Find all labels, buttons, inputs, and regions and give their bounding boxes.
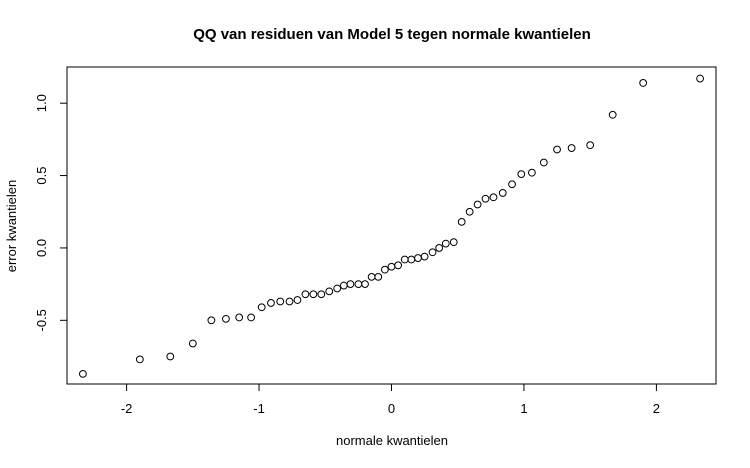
plot-frame (66, 66, 717, 385)
data-point (449, 238, 458, 247)
y-tick-label: 0.5 (34, 167, 49, 185)
y-axis-label: error kwantielen (4, 180, 19, 273)
data-point (188, 339, 197, 348)
data-point (285, 297, 294, 306)
x-axis-label: normale kwantielen (336, 433, 448, 448)
data-point (333, 284, 342, 293)
data-point (293, 296, 302, 304)
data-point (473, 200, 482, 209)
data-point (267, 299, 275, 307)
data-point (498, 189, 507, 197)
data-point (361, 280, 369, 289)
data-point (481, 194, 490, 203)
data-point (400, 255, 409, 264)
data-point (354, 280, 363, 289)
x-tick-label: 0 (388, 401, 395, 416)
data-point (257, 303, 266, 312)
y-tick-label: -0.5 (34, 309, 49, 331)
data-point (276, 297, 285, 306)
data-point (508, 180, 516, 189)
x-tick-label: -2 (121, 401, 133, 416)
data-point (608, 110, 617, 119)
data-point (527, 168, 536, 177)
data-point (517, 170, 526, 179)
data-point (374, 272, 383, 281)
y-tick-label: 1.0 (34, 94, 49, 112)
data-point (586, 141, 595, 150)
data-point (407, 255, 416, 264)
data-points (78, 74, 705, 378)
data-point (465, 207, 474, 216)
data-point (428, 248, 437, 257)
x-axis: -2 -1 0 1 2 (121, 384, 660, 416)
data-point (222, 314, 230, 323)
x-tick-label: 2 (653, 401, 660, 416)
data-point (367, 272, 376, 281)
data-point (435, 244, 444, 252)
data-point (489, 193, 498, 202)
data-point (553, 145, 561, 154)
data-point (135, 355, 144, 364)
data-point (235, 313, 244, 322)
data-point (317, 290, 326, 299)
x-tick-label: 1 (520, 401, 527, 416)
data-point (414, 254, 422, 262)
chart-title: QQ van residuen van Model 5 tegen normal… (193, 26, 591, 43)
y-axis: -0.5 0.0 0.5 1.0 (34, 94, 67, 332)
y-tick-label: 0.0 (34, 239, 49, 257)
x-tick-label: -1 (253, 401, 265, 416)
data-point (339, 281, 348, 290)
data-point (247, 313, 256, 322)
data-point (539, 158, 548, 167)
data-point (301, 290, 310, 299)
data-point (207, 316, 216, 325)
data-point (441, 239, 450, 248)
data-point (166, 352, 175, 361)
data-point (346, 280, 355, 289)
data-point (420, 252, 429, 261)
data-point (567, 144, 576, 152)
data-point (309, 290, 318, 299)
data-point (394, 261, 403, 270)
data-point (380, 265, 389, 274)
data-point (78, 369, 87, 378)
data-point (696, 74, 705, 83)
data-point (325, 287, 334, 296)
data-point (387, 262, 396, 271)
data-point (639, 79, 648, 87)
data-point (457, 217, 466, 226)
